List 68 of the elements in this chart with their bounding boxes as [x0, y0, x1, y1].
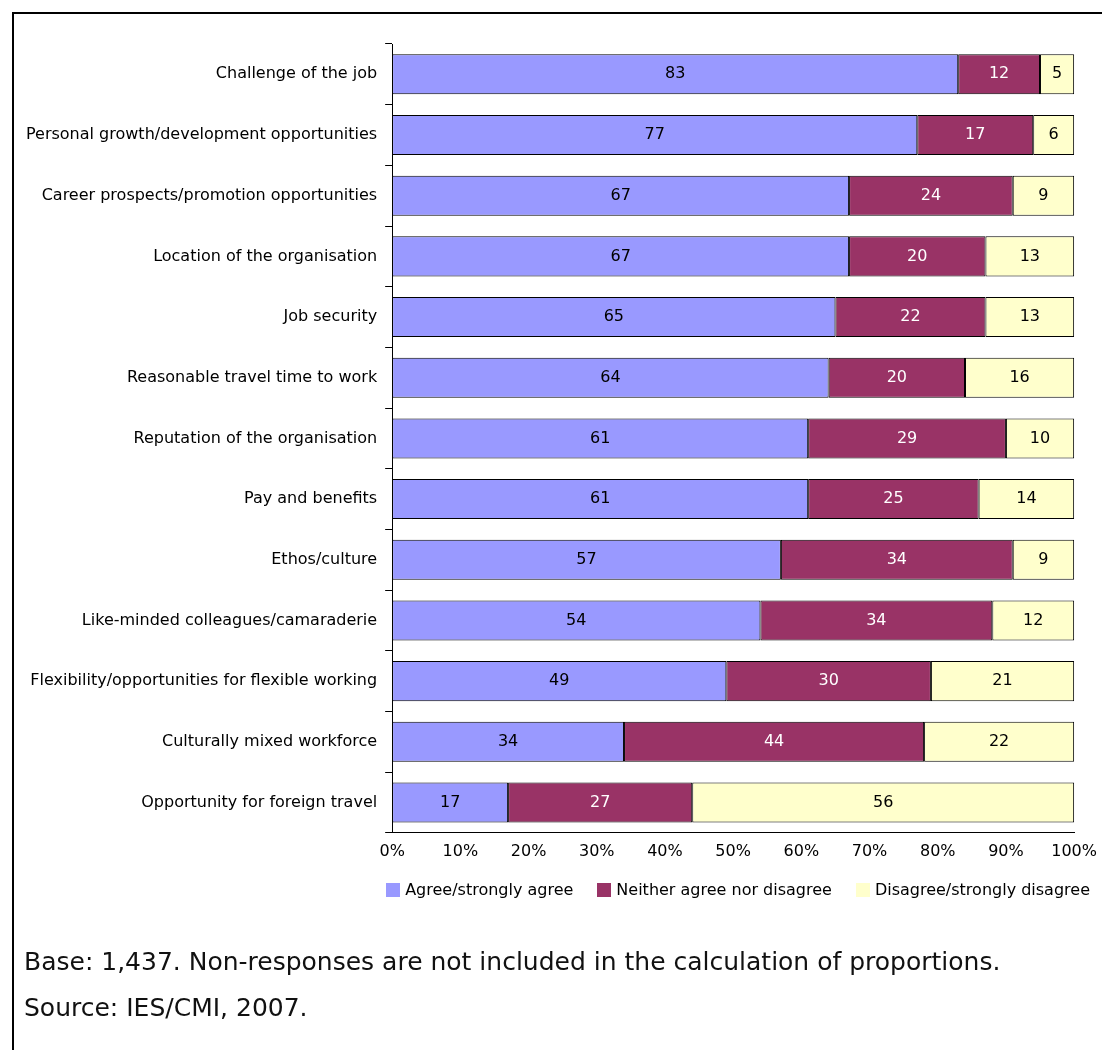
legend-label: Agree/strongly agree: [405, 880, 574, 899]
legend-label: Neither agree nor disagree: [616, 880, 832, 899]
data-label: 34: [497, 730, 519, 750]
data-label: 6: [1048, 124, 1059, 144]
legend-label: Disagree/strongly disagree: [874, 880, 1090, 899]
data-label: 10: [1029, 427, 1051, 447]
y-tick-label: Pay and benefits: [244, 488, 378, 508]
data-label: 54: [566, 609, 587, 629]
data-label: 16: [1009, 366, 1030, 386]
data-label: 24: [920, 184, 942, 204]
data-label: 9: [1038, 184, 1049, 204]
x-tick-label: 90%: [988, 840, 1024, 860]
y-tick-label: Career prospects/promotion opportunities: [41, 184, 378, 204]
data-label: 17: [439, 791, 461, 811]
data-label: 21: [992, 670, 1013, 690]
data-label: 34: [886, 548, 907, 568]
data-label: 20: [886, 366, 907, 386]
data-label: 14: [1016, 488, 1037, 508]
y-tick-label: Reputation of the organisation: [133, 427, 378, 447]
data-label: 13: [1019, 245, 1040, 265]
data-label: 22: [988, 730, 1010, 750]
x-tick-label: 10%: [442, 840, 479, 860]
text: Base: 1,437. Non-responses are not included in the calculation of proportions.: [24, 946, 1001, 978]
data-label: 25: [883, 488, 904, 508]
data-label: 56: [873, 791, 894, 811]
data-label: 9: [1038, 548, 1049, 568]
data-label: 83: [665, 63, 686, 83]
data-label: 57: [576, 548, 597, 568]
data-label: 12: [988, 63, 1010, 83]
x-tick-label: 50%: [715, 840, 751, 860]
data-label: 65: [603, 306, 624, 326]
x-tick-label: 100%: [1051, 840, 1097, 860]
data-label: 13: [1019, 306, 1040, 326]
x-tick-label: 0%: [379, 840, 405, 860]
data-label: 67: [610, 245, 631, 265]
source-note: Source: IES/CMI, 2007.: [24, 992, 309, 1024]
y-tick-label: Culturally mixed workforce: [162, 730, 378, 750]
data-label: 17: [965, 124, 986, 144]
y-tick-label: Personal growth/development opportunities: [25, 124, 378, 144]
x-tick-label: 60%: [783, 840, 820, 860]
data-label: 29: [896, 427, 918, 447]
data-label: 27: [589, 791, 611, 811]
y-tick-label: Ethos/culture: [271, 548, 378, 568]
y-tick-label: Opportunity for foreign travel: [141, 791, 378, 811]
data-label: 20: [907, 245, 928, 265]
data-label: 61: [589, 488, 611, 508]
data-label: 77: [644, 124, 665, 144]
data-label: 61: [589, 427, 611, 447]
y-tick-label: Job security: [282, 306, 378, 326]
y-tick-label: Reasonable travel time to work: [126, 366, 378, 386]
x-tick-label: 30%: [578, 840, 615, 860]
y-tick-label: Location of the organisation: [153, 245, 378, 265]
y-tick-label: Flexibility/opportunities for flexible working: [30, 670, 378, 690]
data-label: 67: [610, 184, 631, 204]
x-tick-label: 70%: [851, 840, 888, 860]
y-tick-label: Like-minded colleagues/camaraderie: [81, 609, 378, 629]
data-label: 5: [1051, 63, 1063, 83]
y-tick-label: Challenge of the job: [215, 63, 378, 83]
data-label: 30: [818, 670, 839, 690]
data-label: 12: [1023, 609, 1044, 629]
data-label: 44: [763, 730, 785, 750]
data-label: 64: [600, 366, 621, 386]
x-tick-label: 20%: [510, 840, 547, 860]
data-label: 34: [866, 609, 887, 629]
data-label: 49: [549, 670, 570, 690]
data-label: 22: [900, 306, 921, 326]
x-tick-label: 80%: [919, 840, 956, 860]
x-tick-label: 40%: [647, 840, 683, 860]
